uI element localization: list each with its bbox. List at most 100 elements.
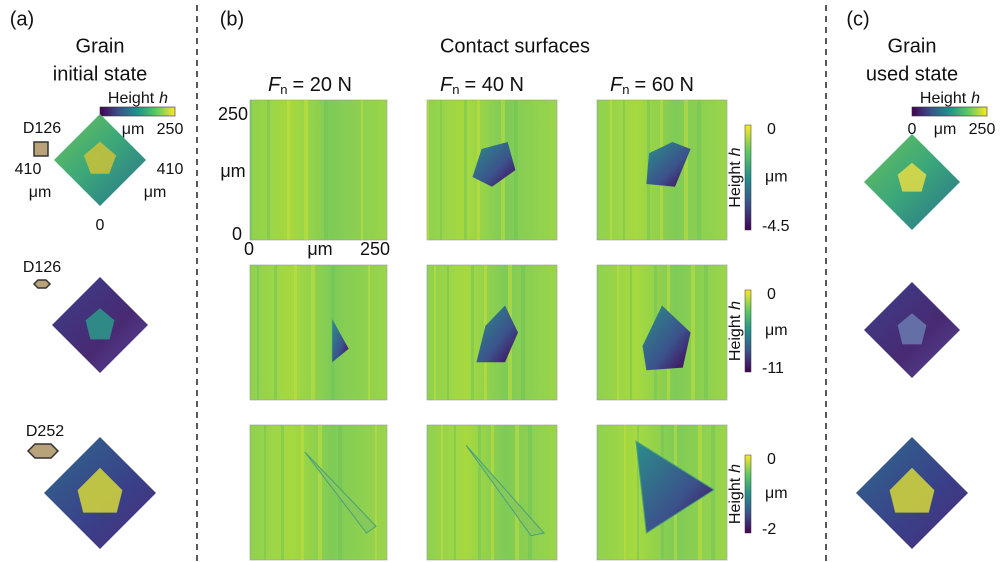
axis-label: 0 [244, 239, 254, 259]
colorbar-title-symbol: h [971, 90, 980, 107]
surface-stripe [434, 265, 436, 400]
surface-stripe [361, 100, 363, 240]
force-value: = 20 N [292, 74, 351, 96]
surface-stripe [464, 100, 467, 240]
panel-label: (c) [846, 8, 869, 30]
grain-icon [28, 444, 58, 458]
colorbar-tick: μm [765, 169, 788, 186]
surface-stripe [684, 100, 688, 240]
surface-stripe [441, 425, 443, 560]
colorbar [745, 455, 751, 533]
surface-stripe [447, 265, 449, 400]
panel-title: initial state [53, 63, 148, 85]
surface-stripe [287, 100, 290, 240]
surface-stripe [274, 265, 277, 400]
panel-title: used state [866, 63, 958, 85]
panel-label: (a) [10, 8, 34, 30]
colorbar-title-text: Height [108, 90, 155, 107]
surface-stripe [624, 425, 626, 560]
colorbar-tick: -11 [762, 360, 784, 377]
surface-stripe [440, 100, 442, 240]
surface-stripe [281, 425, 284, 560]
axis-label: 250 [360, 239, 390, 259]
axis-label: μm [144, 184, 167, 201]
axis-label: 0 [232, 224, 242, 244]
surface-image [250, 265, 387, 400]
surface-stripe [324, 100, 328, 240]
column-header: Fn= 20 N [268, 74, 352, 97]
surface-stripe [267, 100, 270, 240]
axis-label: 410 [157, 161, 184, 178]
colorbar-tick: μm [765, 485, 788, 502]
surface-stripe [368, 265, 370, 400]
axis-label: μm [220, 161, 245, 181]
colorbar-tick: -4.5 [762, 218, 790, 235]
colorbar [745, 290, 751, 372]
colorbar-tick: 0 [767, 451, 776, 468]
surface-stripe [617, 265, 619, 400]
surface-stripe [427, 100, 429, 240]
colorbar-title-text: Height [920, 90, 967, 107]
colorbar-title-symbol: h [727, 464, 744, 473]
column-header: Fn= 60 N [610, 74, 694, 97]
grain-icon [34, 142, 48, 156]
panel-title: Grain [76, 35, 125, 57]
panel-title: Grain [888, 35, 937, 57]
colorbar-title: Height h [727, 147, 744, 207]
surface-stripe [491, 425, 494, 560]
colorbar-tick: μm [934, 121, 957, 138]
surface-stripe [264, 425, 266, 560]
figure: (a)Graininitial stateHeighth0μm250D12641… [0, 0, 1004, 562]
grain-name: D126 [23, 259, 61, 276]
force-value: = 40 N [464, 74, 523, 96]
surface-stripe [304, 100, 308, 240]
force-value: = 60 N [634, 74, 693, 96]
colorbar-title: Height h [727, 464, 744, 524]
colorbar-tick: 0 [767, 286, 776, 303]
surface-stripe [318, 425, 322, 560]
surface-stripe [711, 425, 715, 560]
panel-label: (b) [220, 8, 244, 30]
surface-stripe [623, 100, 625, 240]
colorbar-tick: 250 [157, 121, 184, 138]
colorbar-title: Heighth [727, 301, 744, 361]
axis-label: 0 [96, 217, 105, 234]
axis-label: μm [29, 184, 52, 201]
surface-stripe [630, 265, 632, 400]
surface-stripe [471, 265, 474, 400]
surface-stripe [257, 265, 259, 400]
axis-label: 250 [218, 104, 248, 124]
surface-stripe [375, 425, 377, 560]
panel-title: Contact surfaces [440, 35, 590, 57]
surface-stripe [691, 265, 695, 400]
colorbar-title-symbol: h [159, 90, 168, 107]
surface-stripe [521, 265, 525, 400]
colorbar-tick: 250 [969, 121, 996, 138]
force-subscript: n [280, 82, 287, 97]
colorbar-title-text: Height [727, 161, 744, 208]
force-subscript: n [622, 82, 629, 97]
surface-stripe [697, 100, 701, 240]
colorbar-tick: μm [122, 121, 145, 138]
colorbar-title-text: Height [727, 314, 744, 361]
colorbar [912, 107, 987, 116]
surface-stripe [478, 425, 481, 560]
surface-stripe [250, 100, 252, 240]
colorbar [745, 125, 751, 230]
surface-stripe [515, 425, 519, 560]
axis-label: 410 [15, 161, 42, 178]
grain-icon [34, 280, 50, 288]
grain-name: D126 [23, 120, 61, 137]
surface-image [250, 100, 387, 240]
column-header: Fn= 40 N [440, 74, 524, 97]
colorbar-tick: μm [765, 322, 788, 339]
colorbar-title-text: Height [727, 477, 744, 524]
surface-stripe [528, 425, 532, 560]
colorbar [100, 107, 175, 116]
surface-stripe [294, 265, 297, 400]
colorbar-title-symbol: h [727, 147, 744, 156]
force-subscript: n [452, 82, 459, 97]
surface-stripe [311, 265, 315, 400]
